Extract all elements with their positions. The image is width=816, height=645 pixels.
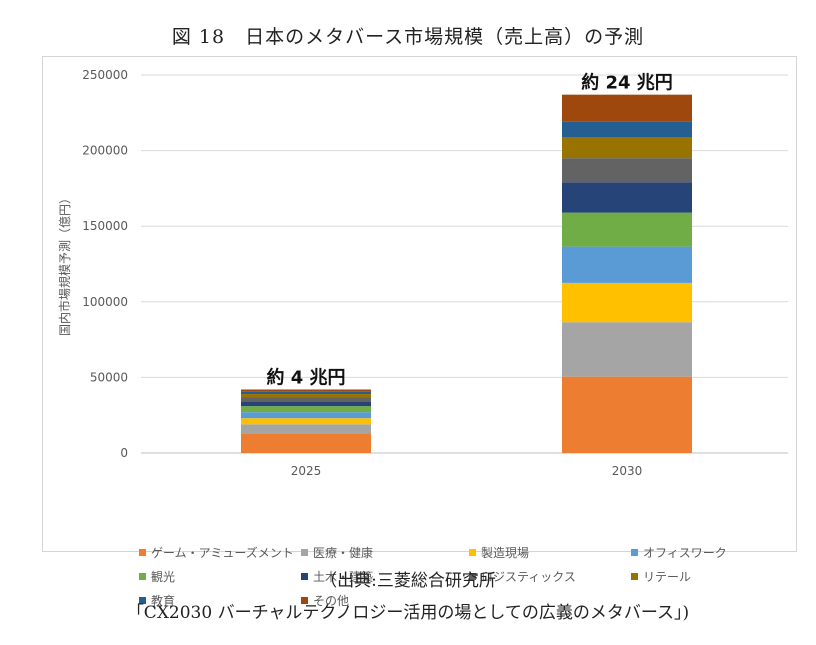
legend-swatch bbox=[301, 573, 308, 580]
bar-segment-2030-7 bbox=[562, 136, 692, 159]
legend-swatch bbox=[469, 573, 476, 580]
bar-segment-2030-4 bbox=[562, 212, 692, 247]
total-annotation: 約 4 兆円 bbox=[266, 366, 345, 388]
legend-item: オフィスワーク bbox=[631, 544, 801, 561]
legend-item: ロジスティックス bbox=[469, 568, 631, 585]
legend-swatch bbox=[301, 597, 308, 604]
y-tick-label: 250000 bbox=[82, 68, 128, 82]
y-tick-label: 100000 bbox=[82, 295, 128, 309]
bar-segment-2030-3 bbox=[562, 246, 692, 283]
legend-label: 土木・建築 bbox=[313, 570, 374, 584]
chart-frame: 0 50000 100000 150000 200000 250000 国内市場規模予測（億… bbox=[42, 56, 797, 608]
legend-item: ゲーム・アミューズメント bbox=[139, 544, 301, 561]
source-line-2: 「CX2030 バーチャルテクノロジー活用の場としての広義のメタバース」) bbox=[126, 603, 690, 623]
bar-segment-2025-1 bbox=[241, 424, 371, 434]
legend-item: リテール bbox=[631, 568, 801, 585]
legend-label: ロジスティックス bbox=[481, 570, 576, 584]
legend-swatch bbox=[139, 597, 146, 604]
bar-segment-2030-2 bbox=[562, 282, 692, 323]
legend-swatch bbox=[139, 573, 146, 580]
y-tick-label: 150000 bbox=[82, 219, 128, 233]
legend-item: その他 bbox=[301, 592, 469, 609]
source-line-1: （出典:三菱総合研究所 bbox=[320, 571, 496, 591]
bar-segment-2025-5 bbox=[241, 401, 371, 407]
bar-segment-2030-9 bbox=[562, 94, 692, 122]
legend-item: 観光 bbox=[139, 568, 301, 585]
legend-label: リテール bbox=[643, 570, 692, 584]
y-tick-label: 50000 bbox=[90, 370, 128, 384]
bar-segment-2025-7 bbox=[241, 394, 371, 398]
x-tick-label: 2030 bbox=[612, 464, 643, 477]
bar-segment-2030-6 bbox=[562, 158, 692, 183]
legend-item: 土木・建築 bbox=[301, 568, 469, 585]
legend-item: 医療・健康 bbox=[301, 544, 469, 561]
legend-swatch bbox=[301, 549, 308, 556]
x-tick-label: 2025 bbox=[291, 464, 322, 477]
bar-segment-2025-3 bbox=[241, 412, 371, 419]
legend-label: 観光 bbox=[151, 570, 176, 584]
y-tick-label: 0 bbox=[120, 446, 128, 460]
bar-segment-2025-8 bbox=[241, 391, 371, 395]
bar-segment-2025-2 bbox=[241, 418, 371, 425]
legend-label: オフィスワーク bbox=[643, 546, 727, 560]
legend-swatch bbox=[469, 549, 476, 556]
bar-segment-2025-6 bbox=[241, 397, 371, 402]
chart-legend: ゲーム・アミューズメント 医療・健康 製造現場 オフィスワーク観光 土木・建築 ロジスティ… bbox=[139, 544, 816, 609]
legend-swatch bbox=[139, 549, 146, 556]
stacked-bar-chart: 0 50000 100000 150000 200000 250000 国内市場規模予測（億… bbox=[57, 68, 788, 477]
legend-item: 教育 bbox=[139, 592, 301, 609]
legend-swatch bbox=[631, 549, 638, 556]
legend-label: 医療・健康 bbox=[313, 546, 374, 560]
bar-segment-2030-1 bbox=[562, 322, 692, 377]
y-axis-title: 国内市場規模予測（億円） bbox=[57, 192, 72, 336]
bar-segment-2025-9 bbox=[241, 389, 371, 392]
bar-segment-2030-5 bbox=[562, 182, 692, 213]
legend-label: 製造現場 bbox=[481, 546, 530, 560]
bar-segment-2030-0 bbox=[562, 376, 692, 453]
legend-swatch bbox=[631, 573, 638, 580]
y-tick-label: 200000 bbox=[82, 144, 128, 158]
bar-segment-2030-8 bbox=[562, 121, 692, 137]
figure-title: 図 18 日本のメタバース市場規模（売上高）の予測 bbox=[171, 26, 645, 48]
legend-label: 教育 bbox=[151, 594, 176, 608]
bar-segment-2025-4 bbox=[241, 406, 371, 413]
legend-label: その他 bbox=[313, 594, 350, 608]
total-annotation: 約 24 兆円 bbox=[581, 72, 673, 94]
legend-item: 製造現場 bbox=[469, 544, 631, 561]
bar-segment-2025-0 bbox=[241, 433, 371, 453]
legend-label: ゲーム・アミューズメント bbox=[151, 546, 294, 560]
